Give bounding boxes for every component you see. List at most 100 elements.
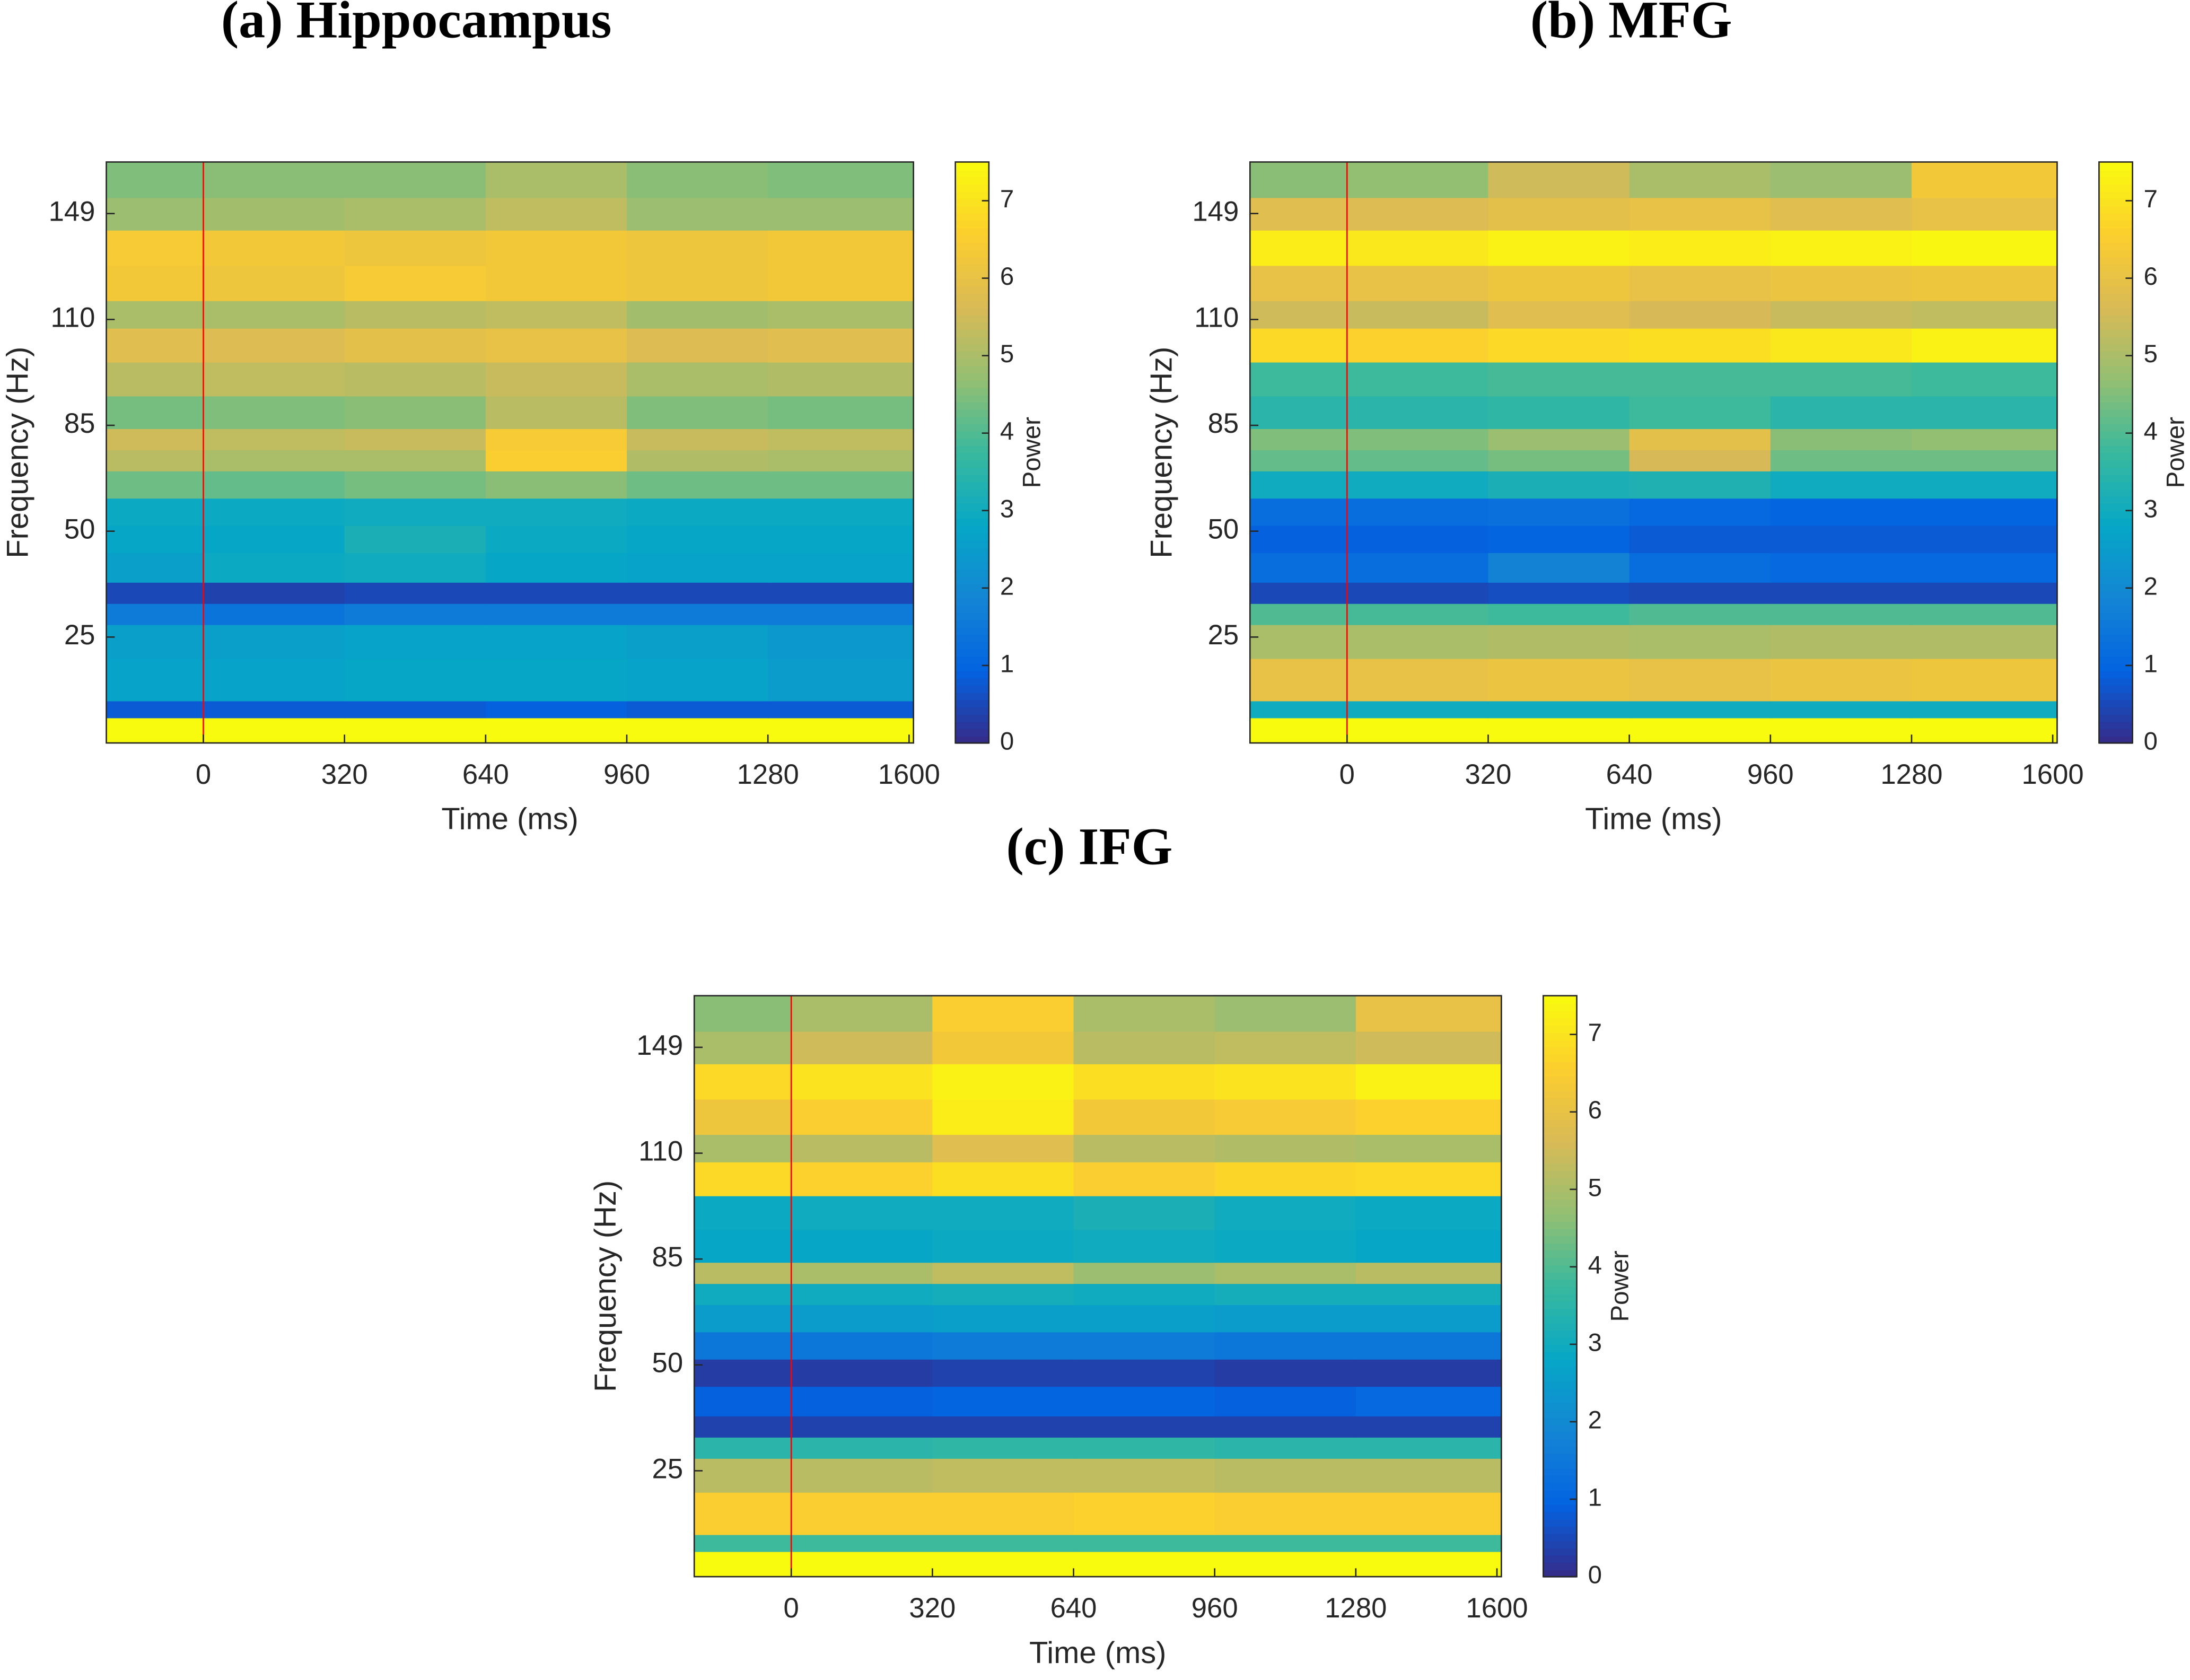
heatmap-cell xyxy=(344,300,487,329)
colorbar-step xyxy=(2099,568,2133,577)
colorbar-step xyxy=(1543,1497,1577,1505)
colorbar-tick-label: 5 xyxy=(2144,340,2158,368)
heatmap-cell xyxy=(1073,1063,1215,1100)
heatmap-cell xyxy=(1073,1437,1215,1459)
colorbar-step xyxy=(1543,1300,1577,1309)
heatmap-cell xyxy=(1214,1458,1357,1493)
heatmap-cell xyxy=(106,525,204,553)
colorbar-step xyxy=(955,300,989,308)
colorbar-step xyxy=(1543,1010,1577,1019)
colorbar-step xyxy=(1543,1105,1577,1113)
colorbar-step xyxy=(2099,685,2133,693)
colorbar-step xyxy=(955,394,989,402)
colorbar-step xyxy=(2099,721,2133,730)
heatmap-cell xyxy=(1770,428,1913,450)
heatmap-cell xyxy=(1629,624,1772,659)
colorbar-step xyxy=(1543,1054,1577,1062)
heatmap-cell xyxy=(791,1359,933,1387)
heatmap-cell xyxy=(791,1437,933,1459)
colorbar-step xyxy=(1543,1337,1577,1345)
heatmap-cell xyxy=(485,265,628,301)
y-tick-label: 50 xyxy=(1208,514,1239,545)
colorbar-step xyxy=(1543,1032,1577,1040)
heatmap-cell xyxy=(1629,449,1772,471)
heatmap-cell xyxy=(203,300,346,329)
heatmap-cell xyxy=(1911,197,2058,231)
colorbar-step xyxy=(2099,431,2133,439)
colorbar-step xyxy=(1543,1547,1577,1556)
heatmap-cell xyxy=(694,1031,792,1064)
colorbar-step xyxy=(2099,183,2133,192)
colorbar-step xyxy=(2099,714,2133,722)
y-tick-label: 25 xyxy=(1208,619,1239,651)
heatmap-cell xyxy=(1073,1415,1215,1438)
colorbar-tick-label: 3 xyxy=(1000,495,1014,523)
colorbar-step xyxy=(955,213,989,221)
colorbar-step xyxy=(1543,1467,1577,1476)
colorbar-step xyxy=(955,568,989,577)
heatmap-cell xyxy=(344,162,487,198)
heatmap-cell xyxy=(485,396,628,430)
y-tick-label: 25 xyxy=(652,1453,684,1484)
colorbar-step xyxy=(1543,1511,1577,1520)
heatmap-cell xyxy=(694,1551,792,1578)
heatmap-cell xyxy=(1911,718,2058,744)
heatmap-cell xyxy=(627,701,769,719)
colorbar-step xyxy=(1543,1213,1577,1222)
x-tick-label: 640 xyxy=(462,759,509,790)
heatmap-cell xyxy=(1347,525,1489,553)
heatmap-cell xyxy=(1214,1534,1357,1552)
colorbar-step xyxy=(1543,1177,1577,1186)
heatmap-cell xyxy=(694,1283,792,1306)
heatmap-cell xyxy=(1355,1359,1502,1387)
heatmap-cell xyxy=(694,1262,792,1284)
colorbar-step xyxy=(1543,1359,1577,1367)
heatmap-cell xyxy=(1488,396,1630,430)
heatmap-cell xyxy=(1250,230,1348,266)
colorbar-tick-label: 6 xyxy=(1000,262,1014,291)
heatmap-cell xyxy=(1355,1437,1502,1459)
colorbar-step xyxy=(955,278,989,286)
colorbar-step xyxy=(955,409,989,417)
colorbar-step xyxy=(1543,1504,1577,1512)
colorbar-step xyxy=(1543,1192,1577,1200)
panel-title: (c) IFG xyxy=(1006,817,1173,876)
colorbar-step xyxy=(1543,1206,1577,1215)
heatmap-cell xyxy=(1911,396,2058,430)
heatmap-cell xyxy=(1355,1283,1502,1306)
colorbar-tick-label: 7 xyxy=(2144,185,2158,213)
colorbar-step xyxy=(955,242,989,250)
heatmap-cell xyxy=(1488,449,1630,471)
colorbar-step xyxy=(1543,1075,1577,1084)
heatmap-cell xyxy=(203,718,346,744)
heatmap-cell xyxy=(932,1386,1074,1416)
colorbar-step xyxy=(955,496,989,504)
colorbar-step xyxy=(955,264,989,272)
heatmap-cell xyxy=(1355,1134,1502,1162)
heatmap-cell xyxy=(1629,552,1772,583)
colorbar-step xyxy=(1543,1155,1577,1164)
heatmap-cell xyxy=(344,525,487,553)
heatmap xyxy=(694,995,1502,1578)
colorbar-step xyxy=(955,539,989,548)
colorbar-step xyxy=(1543,1293,1577,1302)
heatmap-cell xyxy=(932,1415,1074,1438)
y-tick-label: 85 xyxy=(1208,408,1239,439)
colorbar-step xyxy=(1543,1322,1577,1331)
heatmap-cell xyxy=(694,1161,792,1196)
colorbar-step xyxy=(955,372,989,381)
colorbar-step xyxy=(955,503,989,512)
heatmap-cell xyxy=(1250,718,1348,744)
x-tick-label: 1600 xyxy=(878,759,940,790)
heatmap-cell xyxy=(1250,396,1348,430)
colorbar-step xyxy=(2099,583,2133,591)
x-tick-label: 960 xyxy=(1747,759,1794,790)
colorbar-step xyxy=(2099,634,2133,642)
heatmap-cell xyxy=(1770,362,1913,397)
heatmap-cell xyxy=(1770,603,1913,625)
heatmap-cell xyxy=(627,582,769,604)
heatmap-cell xyxy=(932,1437,1074,1459)
colorbar-step xyxy=(2099,699,2133,708)
y-axis-label: Frequency (Hz) xyxy=(1144,347,1178,558)
colorbar-step xyxy=(955,663,989,671)
